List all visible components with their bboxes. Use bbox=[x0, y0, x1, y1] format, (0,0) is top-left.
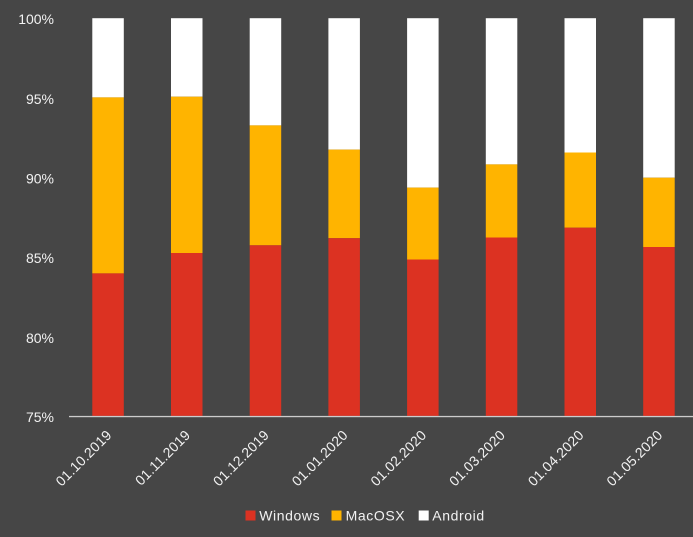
svg-text:Windows: Windows bbox=[259, 508, 320, 524]
svg-text:90%: 90% bbox=[26, 171, 54, 187]
svg-text:Android: Android bbox=[432, 508, 484, 524]
svg-text:MacOSX: MacOSX bbox=[346, 508, 406, 524]
svg-text:85%: 85% bbox=[26, 250, 54, 266]
svg-text:80%: 80% bbox=[26, 330, 54, 346]
svg-text:100%: 100% bbox=[18, 11, 54, 27]
svg-text:95%: 95% bbox=[26, 91, 54, 107]
svg-text:75%: 75% bbox=[26, 409, 54, 425]
